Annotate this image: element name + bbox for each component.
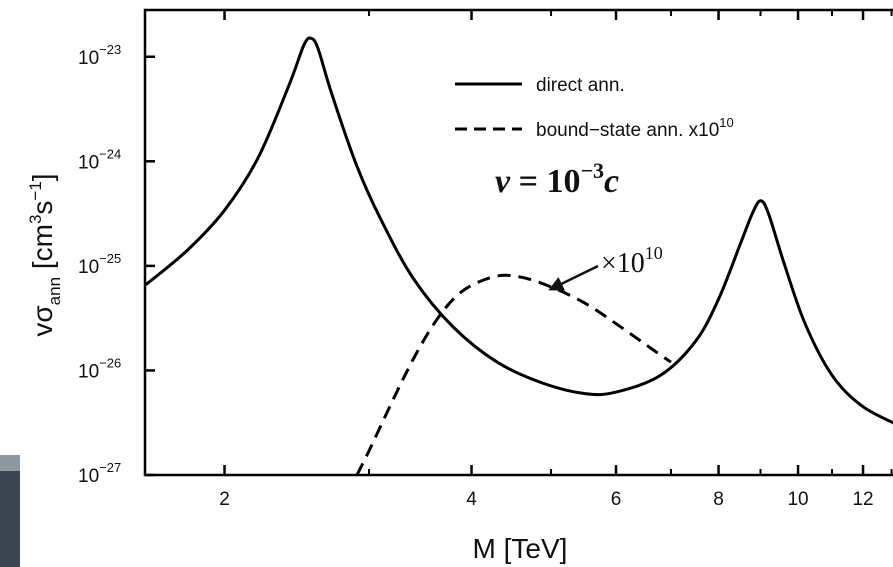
y-tick-label-base: 10 [78, 361, 99, 382]
plot-frame [143, 8, 893, 477]
y-tick-label-base: 10 [78, 257, 99, 278]
legend-label-direct: direct ann. [536, 75, 625, 96]
x-tick-label: 4 [466, 489, 477, 510]
legend-label-bound-exp: 10 [719, 115, 733, 130]
y-tick-label-exp: −24 [99, 146, 121, 161]
x-tick-label: 12 [852, 489, 873, 510]
y-tick-label: 10−26 [78, 355, 121, 382]
multiplier-prefix: ×10 [601, 248, 645, 279]
x-axis-title: M [TeV] [473, 533, 568, 564]
series-line-direct [145, 36, 893, 425]
x-tick-labels: 2 4 6 8 10 12 [219, 489, 873, 510]
y-tick-label-exp: −25 [99, 251, 121, 266]
x-tick-label: 2 [219, 489, 230, 510]
y-tick-label: 10−23 [78, 42, 121, 69]
y-tick-label-base: 10 [78, 466, 99, 487]
x-tick-label: 8 [713, 489, 724, 510]
velocity-eq: = [510, 163, 546, 200]
y-axis-title: vσann [cm3s−1] [26, 173, 64, 336]
y-tick-label-exp: −23 [99, 42, 121, 57]
y-tick-label-exp: −26 [99, 355, 121, 370]
y-axis-title-base: vσ [27, 305, 58, 336]
tick-marks [145, 10, 893, 477]
y-tick-label-exp: −27 [99, 460, 121, 475]
velocity-rhs: c [604, 163, 619, 200]
y-axis-title-close: ] [27, 173, 58, 181]
velocity-lhs: v [495, 163, 511, 200]
y-tick-label-base: 10 [78, 152, 99, 173]
x-tick-label: 10 [787, 489, 808, 510]
velocity-exp: −3 [580, 158, 604, 183]
y-axis-title-units: [cm [27, 224, 58, 277]
y-tick-label: 10−27 [78, 460, 121, 487]
velocity-annotation: v = 10−3c [495, 158, 619, 200]
velocity-base: 10 [546, 163, 580, 200]
multiplier-arrow [548, 264, 599, 291]
background-panel-edge [0, 455, 20, 471]
y-tick-label-base: 10 [78, 48, 99, 69]
y-axis-title-mid: s [27, 201, 58, 215]
background-panel [0, 455, 20, 567]
y-axis-title-sub: ann [45, 277, 64, 305]
y-axis-title-exp2: −1 [26, 181, 45, 200]
legend-label-bound-text: bound−state ann. x10 [536, 120, 719, 141]
legend-label-bound: bound−state ann. x1010 [536, 115, 734, 141]
multiplier-annotation: ×1010 [601, 243, 663, 279]
y-tick-label: 10−24 [78, 146, 121, 173]
y-axis-title-exp1: 3 [26, 215, 45, 224]
series-line-bound-state [355, 273, 672, 475]
series-layer [145, 36, 893, 475]
y-tick-label: 10−25 [78, 251, 121, 278]
x-tick-label: 6 [611, 489, 622, 510]
multiplier-exp: 10 [645, 243, 663, 263]
legend: direct ann. bound−state ann. x1010 [455, 75, 734, 141]
